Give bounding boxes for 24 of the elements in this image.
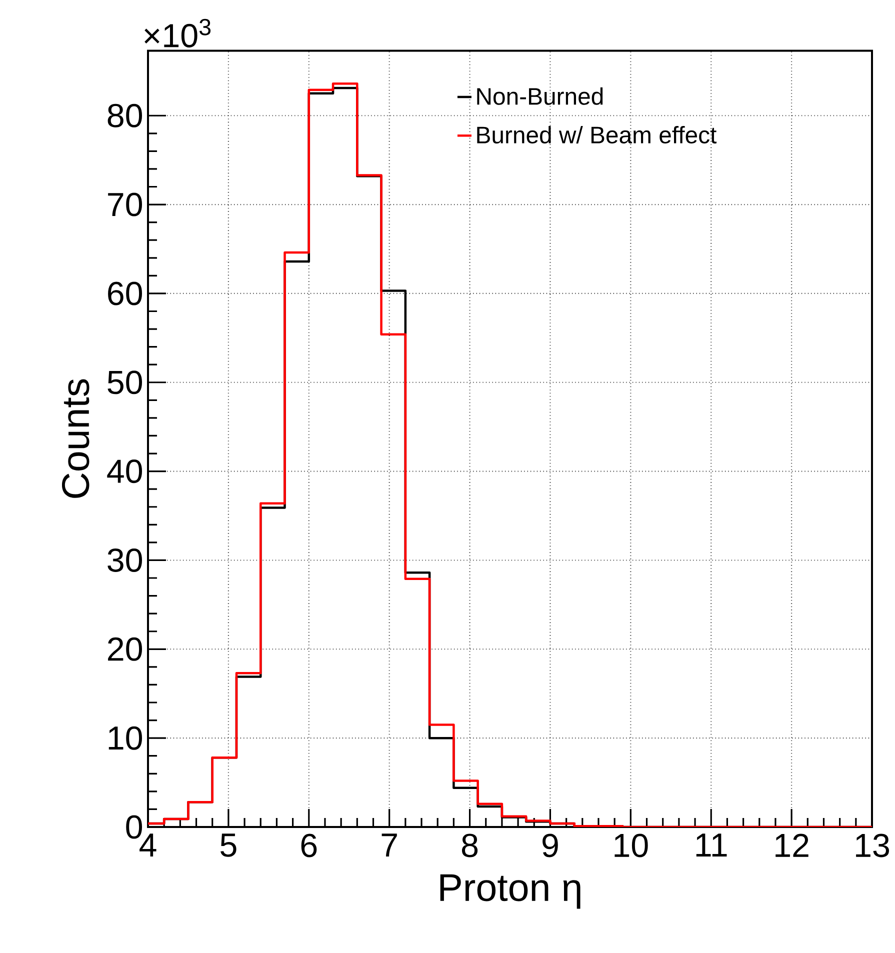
legend-label: Non-Burned: [477, 87, 603, 105]
y-tick-label: 70: [108, 192, 142, 216]
x-tick-label: 10: [614, 834, 648, 858]
legend-label: Burned w/ Beam effect: [477, 126, 717, 144]
x-tick-label: 5: [220, 834, 236, 857]
y-axis-title: Counts: [62, 379, 90, 498]
x-tick-label: 9: [542, 834, 558, 858]
y-tick-label: 0: [126, 815, 142, 839]
x-tick-label: 6: [301, 834, 317, 858]
x-axis-title: Proton η: [440, 874, 580, 909]
x-tick-label: 7: [382, 834, 397, 857]
y-tick-label: 30: [108, 548, 142, 572]
x-tick-label: 4: [140, 834, 156, 857]
y-tick-label: 40: [107, 460, 142, 484]
text: ×10$^{3}$: [144, 18, 211, 48]
x-tick-label: 11: [696, 834, 727, 857]
y-tick-label: 60: [108, 282, 142, 306]
x-tick-label: 12: [776, 834, 808, 857]
x-tick-label: 13: [856, 834, 890, 858]
y-tick-label: 50: [108, 370, 142, 394]
y-tick-label: 80: [108, 104, 142, 128]
y-tick-label: 10: [108, 726, 142, 750]
x-tick-label: 8: [462, 834, 478, 858]
y-tick-label: 20: [108, 637, 142, 661]
